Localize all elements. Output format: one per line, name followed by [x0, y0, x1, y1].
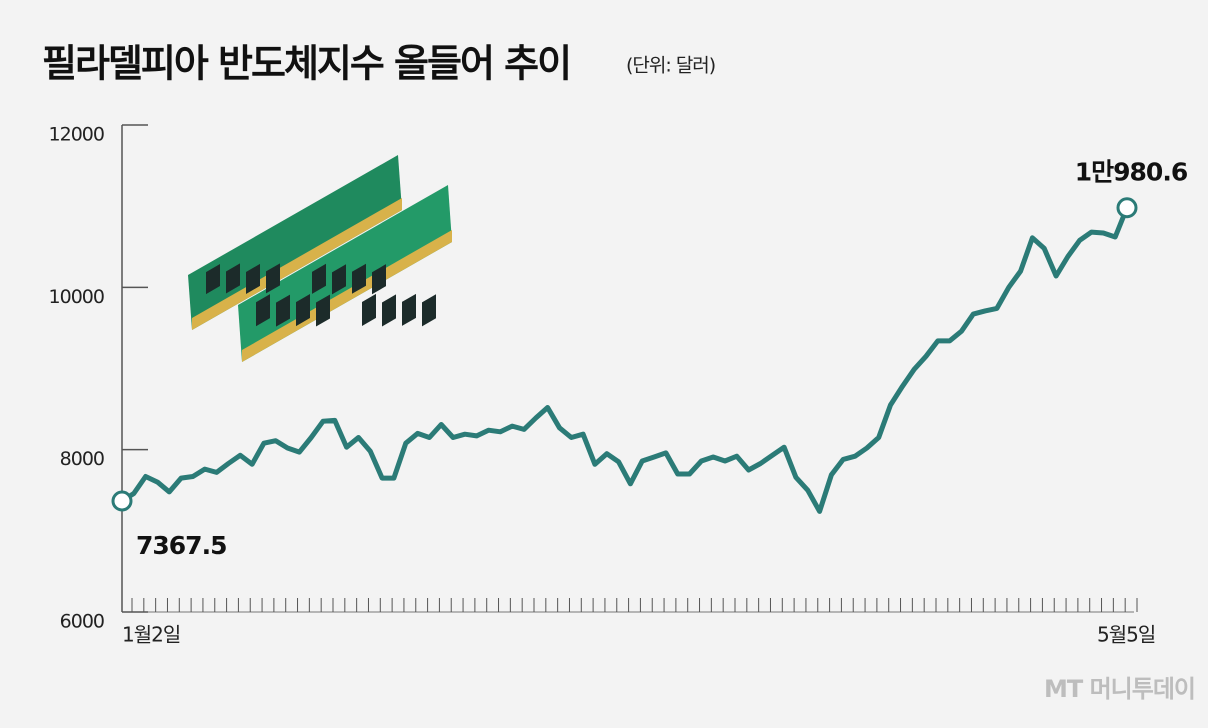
line [120, 206, 1130, 514]
ram-pins [192, 198, 402, 330]
x-tick-label: 1월2일 [122, 623, 180, 647]
y-tick-label: 10000 [49, 286, 104, 308]
chart-subtitle: (단위: 달러) [626, 55, 715, 77]
endpoint-marker [111, 490, 133, 512]
ram-pins [242, 230, 452, 362]
ram-illustration [188, 155, 452, 362]
chart-title: 필라델피아 반도체지수 올들어 추이 [42, 42, 570, 86]
value-label: 1만980.6 [1075, 158, 1188, 187]
watermark: MT 머니투데이 [1044, 675, 1195, 703]
ram-chips [206, 263, 436, 327]
y-tick-label: 6000 [60, 611, 104, 633]
ram-board [188, 155, 402, 330]
y-tick-label: 12000 [49, 124, 104, 146]
endpoint-marker [1116, 197, 1138, 219]
x-tick-label: 5월5일 [1097, 623, 1155, 647]
value-label: 7367.5 [136, 531, 226, 560]
y-tick-label: 8000 [60, 448, 104, 470]
